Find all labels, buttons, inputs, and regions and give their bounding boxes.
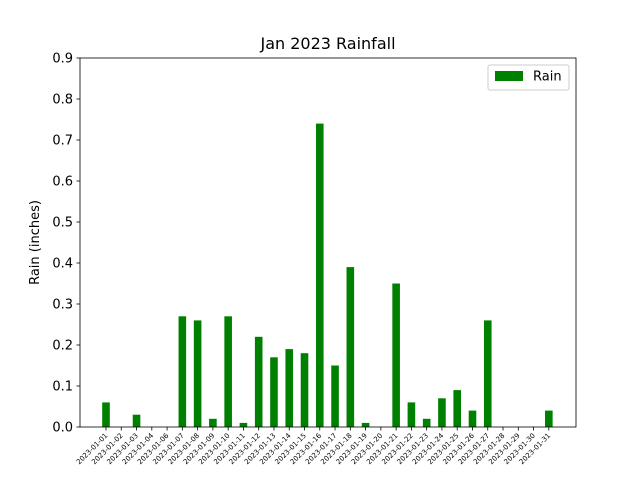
y-tick-label: 0.6 xyxy=(52,175,73,190)
y-tick-label: 0.2 xyxy=(52,339,73,354)
legend: Rain xyxy=(487,64,570,91)
plot-area-frame xyxy=(79,57,577,428)
bar-2023-01-01 xyxy=(102,402,110,427)
y-tick-label: 0.8 xyxy=(52,93,73,108)
bar-2023-01-13 xyxy=(270,357,278,427)
bar-2023-01-17 xyxy=(331,365,339,427)
y-axis-label: Rain (inches) xyxy=(28,200,43,285)
bar-2023-01-15 xyxy=(300,353,309,427)
bar-2023-01-19 xyxy=(361,422,370,427)
bar-2023-01-31 xyxy=(545,410,553,427)
y-axis-ticks: 0.0 0.1 0.2 0.3 0.4 0.5 0.6 0.7 0.8 0.9 xyxy=(52,52,80,436)
bar-2023-01-27 xyxy=(483,320,492,427)
bar-2023-01-23 xyxy=(422,418,431,427)
y-tick-label: 0.3 xyxy=(52,298,73,313)
bar-2023-01-07 xyxy=(178,316,187,427)
legend-swatch-rain xyxy=(495,71,523,81)
bars-group xyxy=(102,123,553,427)
y-tick-label: 0.7 xyxy=(52,134,73,149)
bar-2023-01-24 xyxy=(438,398,446,427)
bar-2023-01-14 xyxy=(285,349,294,427)
x-axis-ticks: 2023-01-012023-01-022023-01-032023-01-04… xyxy=(75,427,552,466)
bar-2023-01-10 xyxy=(224,316,232,427)
legend-label-rain: Rain xyxy=(533,70,562,85)
bar-2023-01-09 xyxy=(209,418,217,427)
bar-2023-01-08 xyxy=(193,320,202,427)
bar-2023-01-22 xyxy=(407,402,416,427)
bar-2023-01-12 xyxy=(254,336,263,427)
bar-2023-01-18 xyxy=(346,267,355,427)
bar-2023-01-21 xyxy=(392,283,400,427)
bar-2023-01-11 xyxy=(239,422,248,427)
y-tick-label: 0.1 xyxy=(52,380,73,395)
bar-2023-01-16 xyxy=(315,123,324,427)
y-tick-label: 0.9 xyxy=(52,52,73,67)
y-tick-label: 0.0 xyxy=(52,421,73,436)
bar-2023-01-25 xyxy=(453,390,462,427)
y-tick-label: 0.5 xyxy=(52,216,73,231)
y-tick-label: 0.4 xyxy=(52,257,73,272)
bar-2023-01-03 xyxy=(132,414,141,427)
chart-title: Jan 2023 Rainfall xyxy=(259,34,395,53)
bar-2023-01-26 xyxy=(468,410,477,427)
